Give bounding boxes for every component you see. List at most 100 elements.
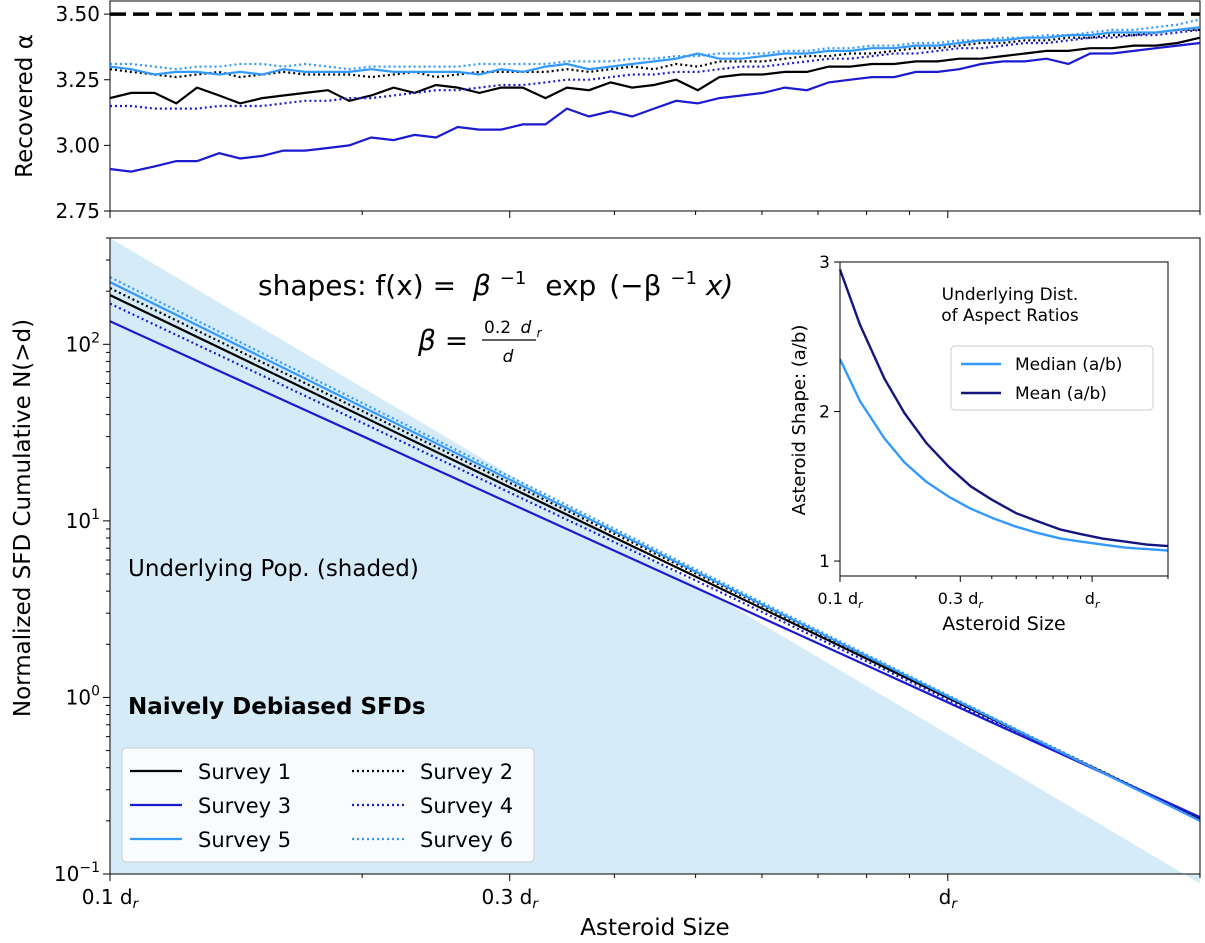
beta-symbol: β: [472, 269, 491, 302]
main-series-lines: [109, 276, 1201, 822]
top-y-ticks: 2.75 3.00 3.25 3.50: [55, 2, 110, 223]
beta-equals: β =: [417, 324, 468, 357]
beta-num-d: d: [520, 318, 531, 338]
inset-series-lines: [838, 269, 1169, 552]
inset-y-axis-label: Asteroid Shape: (a/b): [789, 325, 810, 516]
main-x-tick-label-sub: r: [951, 896, 958, 912]
main-y-tick-exponent: 2: [91, 330, 100, 346]
exp-text: exp: [545, 269, 596, 302]
inset-x-tick-label: 0.3 dr: [938, 589, 985, 611]
shaded-region-label: Underlying Pop. (shaded): [128, 556, 419, 582]
main-x-tick-label-main: d: [939, 885, 952, 909]
legend-label-survey-4: Survey 4: [420, 794, 513, 818]
minus-beta-exponent: −1: [670, 268, 697, 289]
main-x-tick-label-main: 0.3 d: [482, 885, 533, 909]
inset-title-line-2: of Aspect Ratios: [941, 306, 1079, 326]
top-line-survey-1: [109, 36, 1201, 105]
legend-items: Survey 1 Survey 2 Survey 3 Survey 4 Survey 5…: [130, 760, 513, 852]
x-close: x): [705, 269, 734, 302]
inset-x-tick-label-sub: r: [978, 598, 984, 611]
legend: Survey 1 Survey 2 Survey 3 Survey 4 Survey 5…: [121, 747, 535, 863]
inset-y-tick-label: 3: [819, 253, 830, 273]
beta-num-r: r: [537, 326, 543, 340]
top-y-tick-label: 3.00: [55, 133, 100, 157]
main-panel-frame: [109, 237, 1201, 875]
top-y-axis-label: Recovered α: [12, 34, 38, 178]
main-y-tick-label: 100: [66, 683, 100, 709]
top-panel-frame: [109, 0, 1201, 212]
main-y-tick-label: 102: [66, 330, 100, 356]
inset-x-tick-label-main: 0.1 d: [817, 589, 858, 608]
legend-label-survey-3: Survey 3: [198, 794, 291, 818]
inset-legend: Median (a/b) Mean (a/b): [950, 345, 1154, 411]
main-x-tick-label-sub: r: [532, 896, 539, 912]
legend-box: [121, 747, 535, 863]
beta-numerator: 0.2 d r: [484, 318, 543, 340]
inset-x-tick-label: 0.1 dr: [817, 589, 864, 611]
inset-x-tick-label-sub: r: [1095, 598, 1101, 611]
top-line-survey-4: [110, 28, 1201, 110]
main-x-tick-label: 0.3 dr: [482, 885, 540, 912]
minus-beta: (−β: [609, 269, 661, 302]
inset-legend-label-mean-a-b: Mean (a/b): [1015, 384, 1107, 404]
main-y-tick-label: 101: [66, 507, 100, 533]
inset-x-ticks: 0.1 dr 0.3 dr dr: [817, 576, 1169, 611]
main-y-tick-exponent: 1: [91, 507, 100, 523]
inset-legend-box: [950, 345, 1154, 411]
legend-label-survey-2: Survey 2: [420, 760, 513, 784]
top-panel: 2.75 3.00 3.25 3.50 Recovered α: [12, 0, 1201, 223]
main-x-axis-label: Asteroid Size: [580, 915, 729, 941]
inset-x-tick-label-main: 0.3 d: [938, 589, 979, 608]
inset-y-tick-label: 1: [819, 552, 830, 572]
legend-label-survey-5: Survey 5: [198, 828, 291, 852]
top-series-lines: [109, 18, 1201, 173]
inset-title-line-1: Underlying Dist.: [942, 285, 1079, 305]
inset-line-median-a-b: [838, 358, 1169, 552]
inset-x-tick-label: dr: [1085, 589, 1101, 611]
inset-y-tick-label: 2: [819, 403, 830, 423]
inset-line-mean-a-b: [838, 269, 1169, 548]
inset-frame: [839, 261, 1169, 577]
top-y-tick-label: 2.75: [55, 199, 100, 223]
main-x-tick-label: 0.1 dr: [82, 885, 140, 912]
inset-legend-items: Median (a/b) Mean (a/b): [961, 355, 1122, 404]
shapes-formula: shapes: f(x) = β −1 exp (−β −1 x): [258, 258, 733, 302]
legend-label-survey-6: Survey 6: [420, 828, 513, 852]
inset-x-axis-label: Asteroid Size: [942, 613, 1065, 635]
main-y-tick-base: 10: [66, 509, 91, 533]
top-line-survey-3: [109, 41, 1201, 173]
underlying-population-shading: [110, 238, 1200, 884]
main-x-tick-label: dr: [939, 885, 959, 912]
inset-panel: 123 0.1 dr 0.3 dr dr Underlying Dist. of A…: [789, 253, 1169, 635]
main-line-survey-4: [109, 302, 1201, 820]
inset-x-tick-label-sub: r: [858, 598, 864, 611]
inset-legend-label-median-a-b: Median (a/b): [1015, 355, 1122, 375]
top-y-tick-label: 3.50: [55, 2, 100, 26]
inset-y-ticks: 1 2 3: [819, 253, 840, 572]
main-line-survey-6: [109, 276, 1201, 822]
method-label: Naively Debiased SFDs: [128, 694, 426, 720]
top-line-survey-5: [109, 26, 1201, 76]
inset-background: [840, 262, 1168, 576]
top-x-ticks: [109, 211, 1201, 218]
main-x-tick-label-sub: r: [133, 896, 140, 912]
main-y-tick-base: 10: [66, 332, 91, 356]
main-x-tick-label-main: 0.1 d: [82, 885, 133, 909]
beta-num-value: 0.2: [484, 318, 511, 338]
main-x-ticks: 0.1 dr 0.3 dr dr: [82, 874, 1201, 912]
main-line-survey-3: [109, 320, 1201, 819]
main-y-tick-base: 10: [54, 862, 79, 886]
inset-x-tick-label-main: d: [1085, 589, 1095, 608]
beta-exponent: −1: [500, 268, 527, 289]
main-y-tick-label: 10−1: [54, 860, 100, 886]
legend-label-survey-1: Survey 1: [198, 760, 291, 784]
shapes-prefix: shapes: f(x) =: [258, 269, 456, 302]
main-y-axis-label: Normalized SFD Cumulative N(>d): [10, 319, 36, 717]
top-y-tick-label: 3.25: [55, 68, 100, 92]
main-y-tick-exponent: −1: [79, 860, 100, 876]
main-y-tick-base: 10: [66, 685, 91, 709]
beta-denominator: d: [503, 347, 514, 367]
